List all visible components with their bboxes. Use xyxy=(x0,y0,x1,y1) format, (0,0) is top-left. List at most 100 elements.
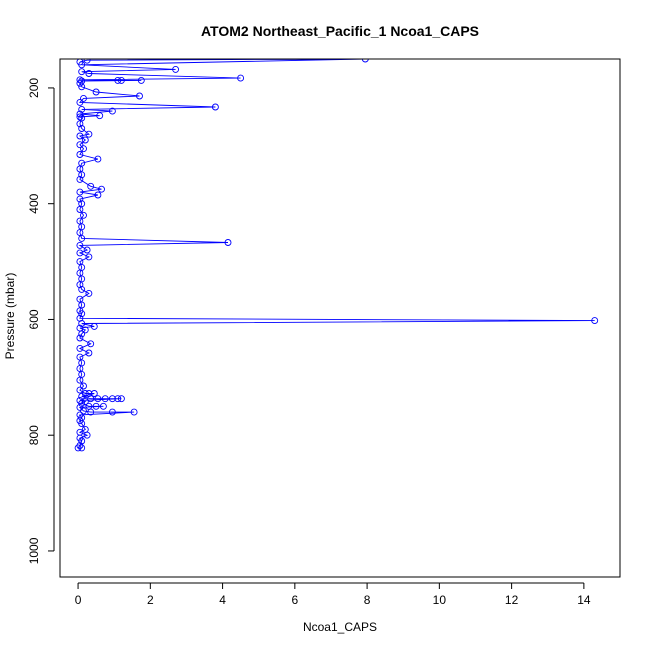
x-axis: 0 2 4 6 8 10 12 14 xyxy=(75,582,591,607)
data-point xyxy=(108,107,116,115)
data-point xyxy=(76,110,84,118)
data-point xyxy=(108,408,116,416)
data-point xyxy=(83,246,91,254)
y-tick-label: 200 xyxy=(27,78,41,98)
data-point xyxy=(76,403,84,411)
data-point xyxy=(591,317,599,325)
data-point xyxy=(80,94,87,102)
plot-frame xyxy=(59,58,621,578)
data-point xyxy=(78,392,86,400)
chart-title: ATOM2 Northeast_Pacific_1 Ncoa1_CAPS xyxy=(201,23,479,39)
series-group xyxy=(74,59,599,452)
data-point xyxy=(76,386,84,394)
data-point xyxy=(76,113,84,121)
data-point xyxy=(114,76,122,84)
data-point xyxy=(76,76,84,84)
data-point xyxy=(96,112,104,120)
data-point xyxy=(90,322,98,330)
data-point xyxy=(78,171,86,179)
data-point xyxy=(78,68,86,76)
data-point xyxy=(76,344,84,352)
data-point xyxy=(108,395,116,403)
data-point xyxy=(78,320,86,327)
x-tick-label: 12 xyxy=(505,593,519,607)
y-axis-label: Pressure (mbar) xyxy=(3,273,17,360)
data-point xyxy=(81,398,89,406)
y-tick-label: 600 xyxy=(27,309,41,329)
data-point xyxy=(76,151,84,158)
data-point xyxy=(114,395,122,403)
data-point xyxy=(99,402,107,410)
data-point xyxy=(76,132,84,140)
data-point xyxy=(117,76,125,84)
plot-area xyxy=(59,58,621,578)
y-tick-label: 1000 xyxy=(27,537,41,564)
data-point xyxy=(74,444,82,452)
data-point xyxy=(130,408,138,416)
data-point xyxy=(87,340,95,348)
data-point xyxy=(76,241,84,249)
data-point xyxy=(85,289,93,297)
data-point xyxy=(85,130,93,138)
data-point xyxy=(83,431,91,439)
data-point xyxy=(80,407,87,415)
data-point xyxy=(83,59,91,64)
x-axis-label: Ncoa1_CAPS xyxy=(303,620,377,634)
data-point xyxy=(76,281,84,289)
data-point xyxy=(224,239,232,246)
data-point xyxy=(211,103,219,111)
data-point xyxy=(81,136,89,144)
data-point xyxy=(78,330,86,338)
data-point xyxy=(78,83,86,91)
data-point xyxy=(85,349,93,357)
data-point xyxy=(76,120,84,128)
data-point xyxy=(87,182,95,190)
data-point xyxy=(117,395,125,403)
data-point xyxy=(76,195,84,203)
data-point xyxy=(78,105,86,113)
data-point xyxy=(76,334,84,342)
data-point xyxy=(76,206,84,213)
x-tick-label: 14 xyxy=(577,593,591,607)
data-point xyxy=(98,185,105,193)
series-line xyxy=(77,59,595,449)
data-point xyxy=(85,70,93,77)
y-axis: 200 400 600 800 1000 xyxy=(27,78,55,564)
data-point xyxy=(92,402,100,410)
data-point xyxy=(76,376,84,384)
data-point xyxy=(76,249,84,257)
data-point xyxy=(78,420,86,428)
data-point xyxy=(81,326,89,334)
data-point xyxy=(85,253,93,261)
data-point xyxy=(78,399,86,407)
data-point xyxy=(87,395,95,403)
data-point xyxy=(94,155,102,163)
data-point xyxy=(78,285,86,293)
data-point xyxy=(237,74,245,82)
data-point xyxy=(78,125,86,132)
x-tick-label: 10 xyxy=(433,593,447,607)
x-tick-label: 6 xyxy=(291,593,298,607)
data-point xyxy=(78,444,86,452)
data-point xyxy=(92,88,100,96)
data-point xyxy=(78,310,86,318)
data-point xyxy=(78,61,86,69)
x-tick-label: 2 xyxy=(147,593,154,607)
data-point xyxy=(80,382,87,390)
data-point xyxy=(137,76,145,84)
x-tick-label: 8 xyxy=(364,593,371,607)
data-point xyxy=(76,175,84,183)
data-point xyxy=(78,234,86,242)
x-tick-label: 0 xyxy=(75,593,82,607)
data-point xyxy=(94,191,102,199)
data-point xyxy=(80,211,87,219)
data-point xyxy=(80,145,87,153)
data-point xyxy=(361,59,369,63)
data-point xyxy=(76,98,84,106)
y-tick-label: 800 xyxy=(27,425,41,445)
data-point xyxy=(76,188,84,196)
data-point xyxy=(78,437,86,445)
x-tick-label: 4 xyxy=(219,593,226,607)
y-tick-label: 400 xyxy=(27,193,41,213)
